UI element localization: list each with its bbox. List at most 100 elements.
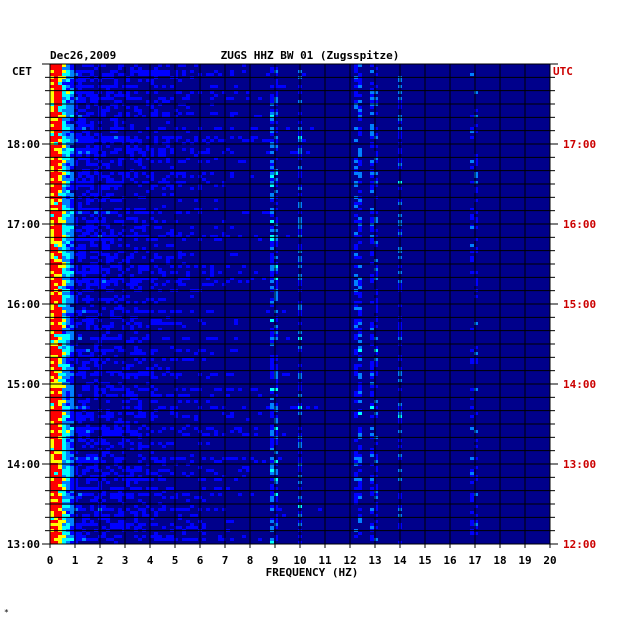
- heatmap-cell: [86, 400, 90, 403]
- heatmap-cell: [138, 454, 142, 457]
- heatmap-cell: [70, 160, 74, 163]
- heatmap-cell: [354, 232, 358, 235]
- heatmap-cell: [62, 166, 66, 169]
- heatmap-cell: [74, 229, 78, 232]
- heatmap-cell: [118, 490, 122, 493]
- heatmap-cell: [106, 166, 110, 169]
- heatmap-cell: [230, 253, 234, 256]
- heatmap-cell: [358, 448, 362, 451]
- heatmap-cell: [50, 283, 54, 286]
- heatmap-cell: [90, 238, 94, 241]
- heatmap-cell: [190, 295, 194, 298]
- heatmap-cell: [66, 235, 70, 238]
- heatmap-cell: [274, 439, 278, 442]
- heatmap-cell: [154, 283, 158, 286]
- heatmap-cell: [290, 151, 294, 154]
- heatmap-cell: [62, 64, 66, 67]
- heatmap-cell: [62, 235, 66, 238]
- heatmap-cell: [138, 70, 142, 73]
- heatmap-cell: [146, 427, 150, 430]
- heatmap-cell: [470, 349, 474, 352]
- heatmap-cell: [354, 106, 358, 109]
- heatmap-cell: [374, 292, 378, 295]
- heatmap-cell: [170, 235, 174, 238]
- heatmap-cell: [118, 148, 122, 151]
- heatmap-cell: [118, 115, 122, 118]
- heatmap-cell: [170, 442, 174, 445]
- heatmap-cell: [246, 469, 250, 472]
- heatmap-cell: [218, 127, 222, 130]
- heatmap-cell: [474, 475, 478, 478]
- heatmap-cell: [94, 232, 98, 235]
- heatmap-cell: [50, 406, 54, 409]
- heatmap-cell: [74, 211, 78, 214]
- heatmap-cell: [222, 412, 226, 415]
- heatmap-cell: [106, 427, 110, 430]
- heatmap-cell: [90, 478, 94, 481]
- heatmap-cell: [370, 64, 374, 67]
- heatmap-cell: [162, 358, 166, 361]
- heatmap-cell: [170, 538, 174, 541]
- heatmap-cell: [222, 151, 226, 154]
- heatmap-cell: [50, 187, 54, 190]
- heatmap-cell: [230, 520, 234, 523]
- heatmap-cell: [58, 232, 62, 235]
- heatmap-cell: [70, 277, 74, 280]
- heatmap-cell: [474, 520, 478, 523]
- heatmap-cell: [66, 280, 70, 283]
- heatmap-cell: [170, 97, 174, 100]
- heatmap-cell: [66, 304, 70, 307]
- heatmap-cell: [274, 268, 278, 271]
- heatmap-cell: [146, 100, 150, 103]
- heatmap-cell: [182, 493, 186, 496]
- heatmap-cell: [114, 307, 118, 310]
- heatmap-cell: [370, 475, 374, 478]
- heatmap-cell: [162, 193, 166, 196]
- heatmap-cell: [122, 127, 126, 130]
- heatmap-cell: [374, 460, 378, 463]
- heatmap-cell: [474, 217, 478, 220]
- heatmap-cell: [106, 385, 110, 388]
- heatmap-cell: [50, 535, 54, 538]
- heatmap-cell: [70, 430, 74, 433]
- heatmap-cell: [86, 136, 90, 139]
- heatmap-cell: [110, 229, 114, 232]
- heatmap-cell: [270, 520, 274, 523]
- heatmap-cell: [50, 295, 54, 298]
- heatmap-cell: [206, 376, 210, 379]
- heatmap-cell: [86, 355, 90, 358]
- heatmap-cell: [210, 352, 214, 355]
- heatmap-cell: [158, 70, 162, 73]
- heatmap-cell: [110, 370, 114, 373]
- heatmap-cell: [54, 145, 58, 148]
- heatmap-cell: [130, 70, 134, 73]
- heatmap-cell: [54, 112, 58, 115]
- heatmap-cell: [154, 70, 158, 73]
- heatmap-cell: [194, 415, 198, 418]
- heatmap-cell: [142, 268, 146, 271]
- heatmap-cell: [354, 475, 358, 478]
- heatmap-cell: [114, 94, 118, 97]
- heatmap-cell: [174, 220, 178, 223]
- heatmap-cell: [102, 439, 106, 442]
- heatmap-cell: [126, 79, 130, 82]
- heatmap-cell: [162, 310, 166, 313]
- heatmap-cell: [270, 397, 274, 400]
- heatmap-cell: [274, 271, 278, 274]
- heatmap-cell: [90, 241, 94, 244]
- heatmap-cell: [166, 370, 170, 373]
- heatmap-cell: [358, 385, 362, 388]
- heatmap-cell: [370, 322, 374, 325]
- heatmap-cell: [66, 457, 70, 460]
- heatmap-cell: [358, 163, 362, 166]
- heatmap-cell: [90, 322, 94, 325]
- heatmap-cell: [370, 511, 374, 514]
- heatmap-cell: [354, 370, 358, 373]
- heatmap-cell: [274, 508, 278, 511]
- heatmap-cell: [166, 121, 170, 124]
- heatmap-cell: [66, 478, 70, 481]
- heatmap-cell: [178, 172, 182, 175]
- heatmap-cell: [82, 373, 86, 376]
- heatmap-cell: [370, 208, 374, 211]
- heatmap-cell: [170, 346, 174, 349]
